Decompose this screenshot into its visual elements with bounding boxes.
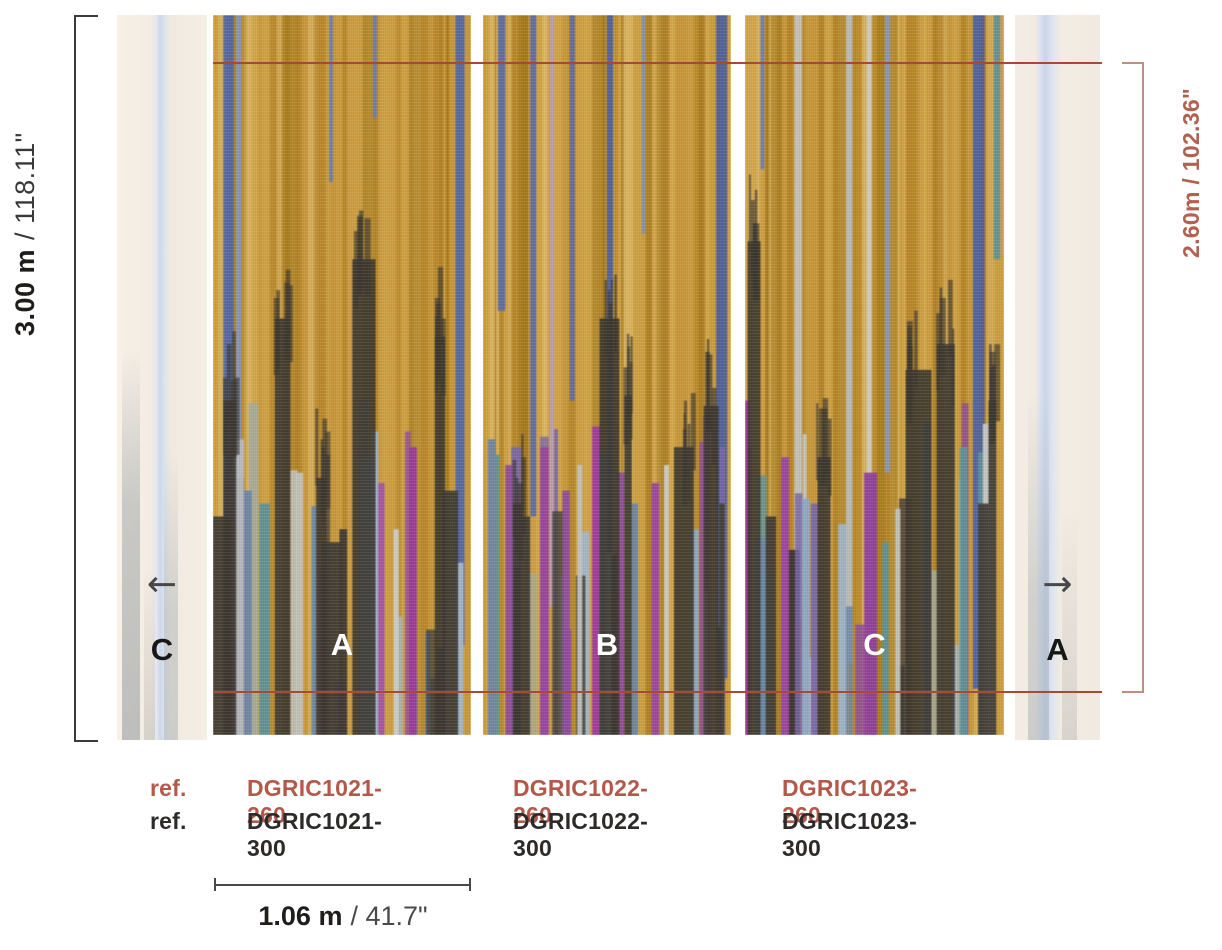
panel-c: C — [745, 15, 1004, 735]
panel-width-label: 1.06 m/ 41.7" — [215, 901, 471, 932]
left-strip-gray-streak — [144, 566, 155, 740]
ref-prefix-300: ref. — [150, 808, 187, 834]
ref-prefix-260: ref. — [150, 775, 187, 801]
right-strip-gray-streak — [1061, 508, 1078, 740]
right-strip-letter: A — [1046, 632, 1069, 667]
total-height-bracket-bottom-tick — [74, 740, 98, 742]
ref-code: DGRIC1023-300 — [782, 808, 917, 861]
cut-height-bracket — [1142, 62, 1144, 693]
cut-height-label: 2.60m / 102.36" — [1178, 87, 1204, 258]
panel-c-letter: C — [863, 627, 886, 662]
strip-left-partial-c: ← C — [117, 15, 207, 740]
total-height-bracket — [74, 15, 76, 742]
repeat-right-arrow-icon: → — [1042, 564, 1073, 605]
cut-height-bottom-line — [213, 691, 1102, 693]
strip-right-partial-a: → A — [1015, 15, 1100, 740]
left-strip-gray-streak — [163, 450, 179, 740]
panel-b-artwork — [483, 15, 731, 735]
panel-width-line — [215, 884, 471, 886]
panel-c-artwork — [745, 15, 1004, 735]
ref-code: DGRIC1021-300 — [247, 808, 382, 861]
ref-code: DGRIC1022-260 — [513, 775, 648, 828]
repeat-left-arrow-icon: ← — [146, 564, 178, 605]
panel-a: A — [213, 15, 471, 735]
total-height-bracket-top-tick — [74, 15, 98, 17]
cut-height-top-line — [213, 62, 1102, 64]
total-height-imperial: / 118.11" — [10, 132, 40, 240]
total-height-label: 3.00 m / 118.11" — [10, 132, 41, 336]
cut-height-bracket-bottom-tick — [1122, 691, 1144, 693]
ref-code: DGRIC1022-300 — [513, 808, 648, 861]
ref-code: DGRIC1021-260 — [247, 775, 382, 828]
ref-code: DGRIC1023-260 — [782, 775, 917, 828]
panel-width-metric: 1.06 m — [258, 901, 343, 931]
panel-width-left-tick — [214, 878, 216, 891]
panel-width-imperial: / 41.7" — [350, 901, 428, 931]
panel-b: B — [483, 15, 731, 735]
left-strip-letter: C — [150, 632, 174, 667]
panel-b-letter: B — [595, 627, 619, 662]
right-strip-gray-streak — [1027, 392, 1049, 740]
panel-width-right-tick — [469, 878, 471, 891]
panel-a-letter: A — [330, 627, 354, 662]
panel-a-artwork — [213, 15, 471, 735]
total-height-metric: 3.00 m — [10, 248, 40, 336]
cut-height-bracket-top-tick — [1122, 62, 1144, 64]
left-strip-gray-streak — [122, 348, 141, 740]
